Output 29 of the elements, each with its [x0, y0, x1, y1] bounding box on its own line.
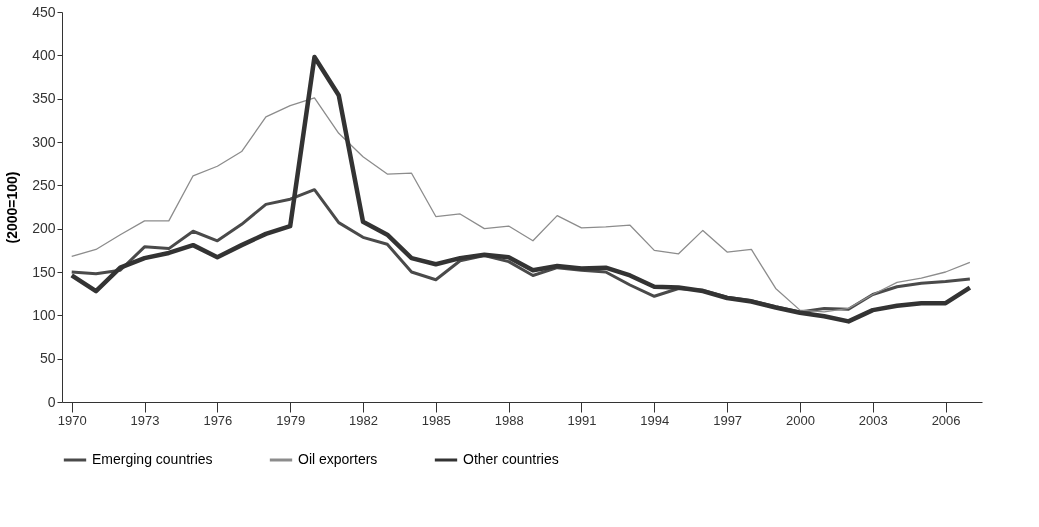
y-tick-label: 0 — [47, 393, 56, 410]
x-tick-label: 2000 — [785, 412, 815, 428]
y-tick-label: 400 — [32, 46, 56, 63]
x-tick-label: 1976 — [203, 412, 233, 428]
y-tick-label: 350 — [32, 90, 56, 107]
x-tick-label: 1970 — [57, 412, 87, 428]
x-tick-label: 1991 — [567, 412, 597, 428]
x-tick-label: 1982 — [349, 412, 378, 428]
y-tick-label: 250 — [32, 176, 56, 193]
x-tick-label: 1997 — [713, 412, 743, 428]
line-series — [71, 97, 971, 313]
x-tick-label: 2003 — [858, 412, 888, 428]
x-tick-label: 1985 — [421, 412, 451, 428]
y-tick-label: 450 — [32, 3, 56, 20]
x-tick-label: 1994 — [640, 412, 670, 428]
line-series — [69, 54, 973, 324]
y-tick-label: 150 — [32, 263, 56, 280]
x-tick-label: 1973 — [130, 412, 160, 428]
y-tick-label: 200 — [32, 220, 56, 237]
legend-label: Other countries — [463, 451, 559, 467]
legend-label: Oil exporters — [298, 451, 378, 467]
legend-label: Emerging countries — [92, 451, 213, 467]
y-axis-title: (2000=100) — [4, 171, 21, 244]
x-tick-label: 1988 — [494, 412, 524, 428]
x-tick-label: 2006 — [931, 412, 961, 428]
y-tick-label: 300 — [32, 133, 56, 150]
y-tick-label: 100 — [32, 306, 56, 323]
y-tick-label: 50 — [39, 350, 56, 367]
x-tick-label: 1979 — [276, 412, 306, 428]
